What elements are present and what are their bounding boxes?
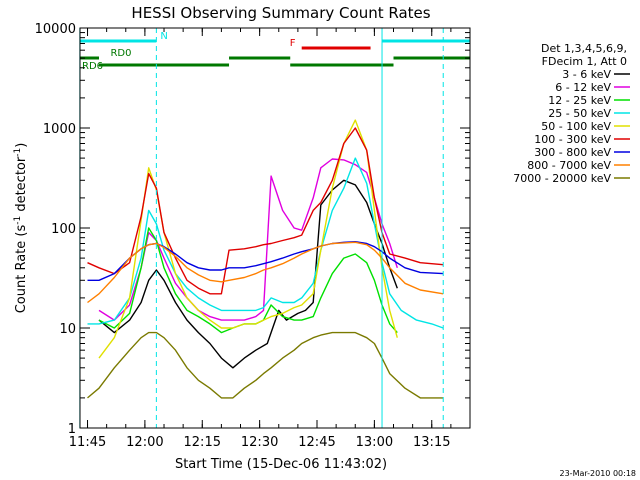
x-tick-label: 12:45 [298, 435, 335, 450]
legend-entry-label: 300 - 800 keV [534, 146, 611, 159]
x-tick-label: 12:15 [184, 435, 221, 450]
legend-entry-label: 7000 - 20000 keV [513, 172, 611, 185]
x-axis-label: Start Time (15-Dec-06 11:43:02) [175, 457, 387, 472]
series-lines [87, 119, 444, 399]
y-tick-label: 1 [68, 422, 76, 437]
x-axis-ticks: 11:45 12:00 12:15 12:30 12:45 13:00 13:15 [69, 28, 471, 450]
legend: Det 1,3,4,5,6,9,FDecim 1, Att 03 - 6 keV… [513, 42, 630, 185]
y-tick-label: 1000 [43, 122, 76, 137]
legend-entry-label: 25 - 50 keV [548, 107, 611, 120]
y-tick-label: 100 [51, 222, 76, 237]
legend-header-line: Det 1,3,4,5,6,9, [541, 42, 627, 55]
generation-timestamp: 23-Mar-2010 00:18 [560, 469, 637, 478]
y-axis-label-sup2: -1 [13, 148, 23, 157]
legend-entry-label: 50 - 100 keV [541, 120, 611, 133]
flag-bars: N F RD0 RD6 [79, 31, 470, 72]
chart-title: HESSI Observing Summary Count Rates [131, 4, 430, 22]
y-axis-label-end: ) [14, 143, 29, 148]
series-line-1 [98, 179, 398, 369]
y-tick-label: 10 [59, 322, 76, 337]
x-tick-label: 12:30 [241, 435, 278, 450]
x-tick-label: 11:45 [69, 435, 106, 450]
y-axis-label-sup1: -1 [13, 216, 23, 225]
x-tick-label: 12:00 [126, 435, 163, 450]
flag-n-label: N [160, 31, 167, 42]
series-line-8 [87, 241, 444, 304]
y-axis-label-start: Count Rate (s [14, 225, 29, 314]
series-line-6 [87, 127, 444, 295]
y-axis-label: Count Rate (s-1 detector-1) [13, 143, 29, 314]
flag-rd6-label: RD6 [82, 61, 103, 72]
y-tick-label: 10000 [35, 22, 76, 37]
flag-f-label: F [290, 38, 296, 49]
vertical-markers [79, 28, 444, 428]
legend-entry-label: 3 - 6 keV [562, 68, 611, 81]
flag-rd0-label: RD0 [110, 48, 131, 59]
y-axis-ticks: 1 10 100 1000 10000 [35, 22, 470, 437]
legend-entry-label: 12 - 25 keV [548, 94, 611, 107]
series-line-9 [87, 331, 444, 399]
x-tick-label: 13:15 [413, 435, 450, 450]
legend-entry-label: 100 - 300 keV [534, 133, 611, 146]
legend-entry-label: 6 - 12 keV [555, 81, 611, 94]
x-tick-label: 13:00 [356, 435, 393, 450]
legend-header-line: FDecim 1, Att 0 [542, 55, 627, 68]
legend-entry-label: 800 - 7000 keV [527, 159, 611, 172]
y-axis-label-mid: detector [14, 156, 29, 216]
